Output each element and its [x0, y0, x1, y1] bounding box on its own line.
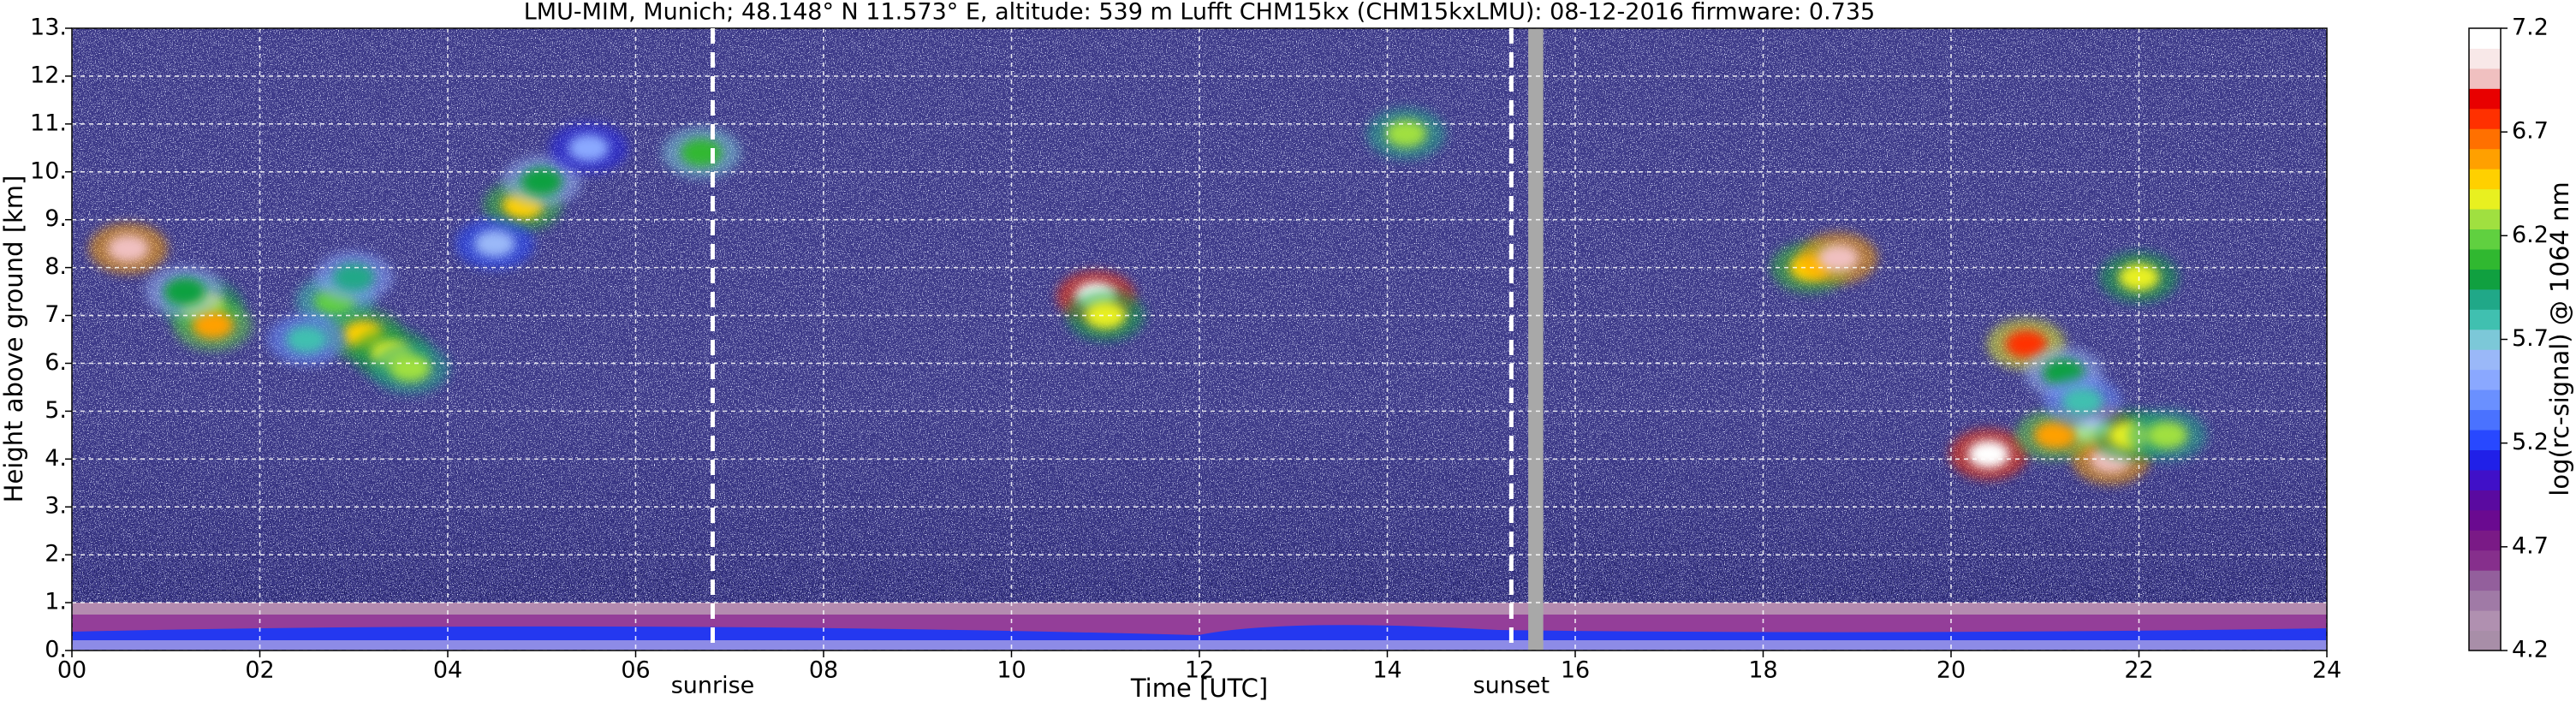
echo [2061, 388, 2103, 416]
y-tick-label: 8. [45, 253, 67, 280]
echo [1817, 244, 1859, 272]
colorbar-swatch [2469, 449, 2501, 471]
plot-area [71, 27, 2328, 651]
colorbar-swatch [2469, 68, 2501, 89]
x-tick-label: 06 [621, 657, 650, 684]
colorbar-swatch [2469, 369, 2501, 390]
echo [1385, 120, 1427, 148]
y-tick-label: 4. [45, 445, 67, 472]
colorbar-swatch [2469, 309, 2501, 330]
colorbar-swatch [2469, 88, 2501, 110]
echo [2146, 421, 2188, 449]
echo [2005, 330, 2047, 359]
x-tick-label: 14 [1372, 657, 1401, 684]
colorbar-swatch [2469, 430, 2501, 450]
echo [333, 263, 375, 291]
y-tick-label: 0. [45, 637, 67, 663]
colorbar-swatch [2469, 590, 2501, 611]
colorbar-swatch [2469, 490, 2501, 511]
x-tick-label: 20 [1936, 657, 1966, 684]
y-tick-label: 1. [45, 589, 67, 615]
colorbar-swatch [2469, 169, 2501, 190]
echo [1967, 440, 2009, 468]
colorbar-swatch [2469, 288, 2501, 310]
data-gap [1528, 28, 1544, 651]
x-tick-label: 02 [245, 657, 274, 684]
colorbar-tick-label: 4.7 [2512, 532, 2549, 559]
x-tick-label: 22 [2124, 657, 2153, 684]
colorbar-swatch [2469, 229, 2501, 250]
x-tick-label: 00 [57, 657, 86, 684]
colorbar-swatch [2469, 509, 2501, 531]
colorbar-label: log(rc-signal) @ 1064 nm [2545, 181, 2574, 496]
colorbar-swatch [2469, 28, 2501, 49]
chart-title: LMU-MIM, Munich; 48.148° N 11.573° E, al… [524, 0, 1875, 26]
y-tick-label: 10. [30, 157, 67, 184]
y-tick-label: 13. [30, 15, 67, 41]
colorbar-swatch [2469, 128, 2501, 150]
colorbar-swatch [2469, 550, 2501, 571]
annotation-label: sunrise [671, 673, 755, 699]
colorbar-swatch [2469, 329, 2501, 350]
y-tick-label: 11. [30, 110, 67, 136]
colorbar-tick-label: 6.2 [2512, 222, 2549, 248]
echo [390, 354, 431, 383]
y-tick-label: 7. [45, 301, 67, 328]
y-tick-label: 9. [45, 205, 67, 232]
x-tick-label: 12 [1185, 657, 1214, 684]
colorbar-swatch [2469, 610, 2501, 632]
colorbar-tick-label: 5.7 [2512, 325, 2549, 352]
echo [568, 134, 610, 162]
y-tick-label: 2. [45, 541, 67, 567]
y-tick-label: 3. [45, 493, 67, 520]
colorbar-swatch [2469, 409, 2501, 431]
echo [286, 325, 328, 354]
colorbar-swatch [2469, 469, 2501, 490]
echo [107, 235, 149, 263]
x-tick-label: 24 [2312, 657, 2341, 684]
echo [473, 229, 515, 258]
echo [521, 167, 562, 195]
colorbar-swatch [2469, 48, 2501, 69]
colorbar-tick-label: 5.2 [2512, 429, 2549, 455]
colorbar-tick-label: 4.2 [2512, 637, 2549, 663]
echo [192, 311, 234, 339]
y-tick-label: 12. [30, 62, 67, 88]
x-axis-label: Time [UTC] [1130, 674, 1268, 703]
colorbar-swatch [2469, 148, 2501, 169]
colorbar-swatch [2469, 389, 2501, 411]
colorbar-swatch [2469, 349, 2501, 371]
echo [1085, 301, 1127, 330]
y-tick-label: 6. [45, 349, 67, 376]
colorbar-swatch [2469, 188, 2501, 210]
y-tick-label: 5. [45, 397, 67, 424]
colorbar-swatch [2469, 530, 2501, 551]
y-axis-label: Height above ground [km] [0, 175, 28, 503]
colorbar-swatch [2469, 209, 2501, 230]
colorbar-tick-label: 6.7 [2512, 118, 2549, 145]
x-tick-label: 10 [996, 657, 1026, 684]
colorbar-swatch [2469, 108, 2501, 129]
x-tick-label: 08 [809, 657, 838, 684]
x-tick-label: 04 [433, 657, 462, 684]
colorbar-swatch [2469, 269, 2501, 290]
x-tick-label: 18 [1748, 657, 1777, 684]
echo [681, 139, 723, 167]
colorbar-tick-label: 7.2 [2512, 15, 2549, 41]
echo [164, 277, 205, 306]
x-tick-label: 16 [1561, 657, 1590, 684]
colorbar-swatch [2469, 570, 2501, 591]
echo [2033, 421, 2075, 449]
colorbar-swatch [2469, 630, 2501, 651]
colorbar-swatch [2469, 248, 2501, 270]
annotation-label: sunset [1473, 673, 1550, 699]
